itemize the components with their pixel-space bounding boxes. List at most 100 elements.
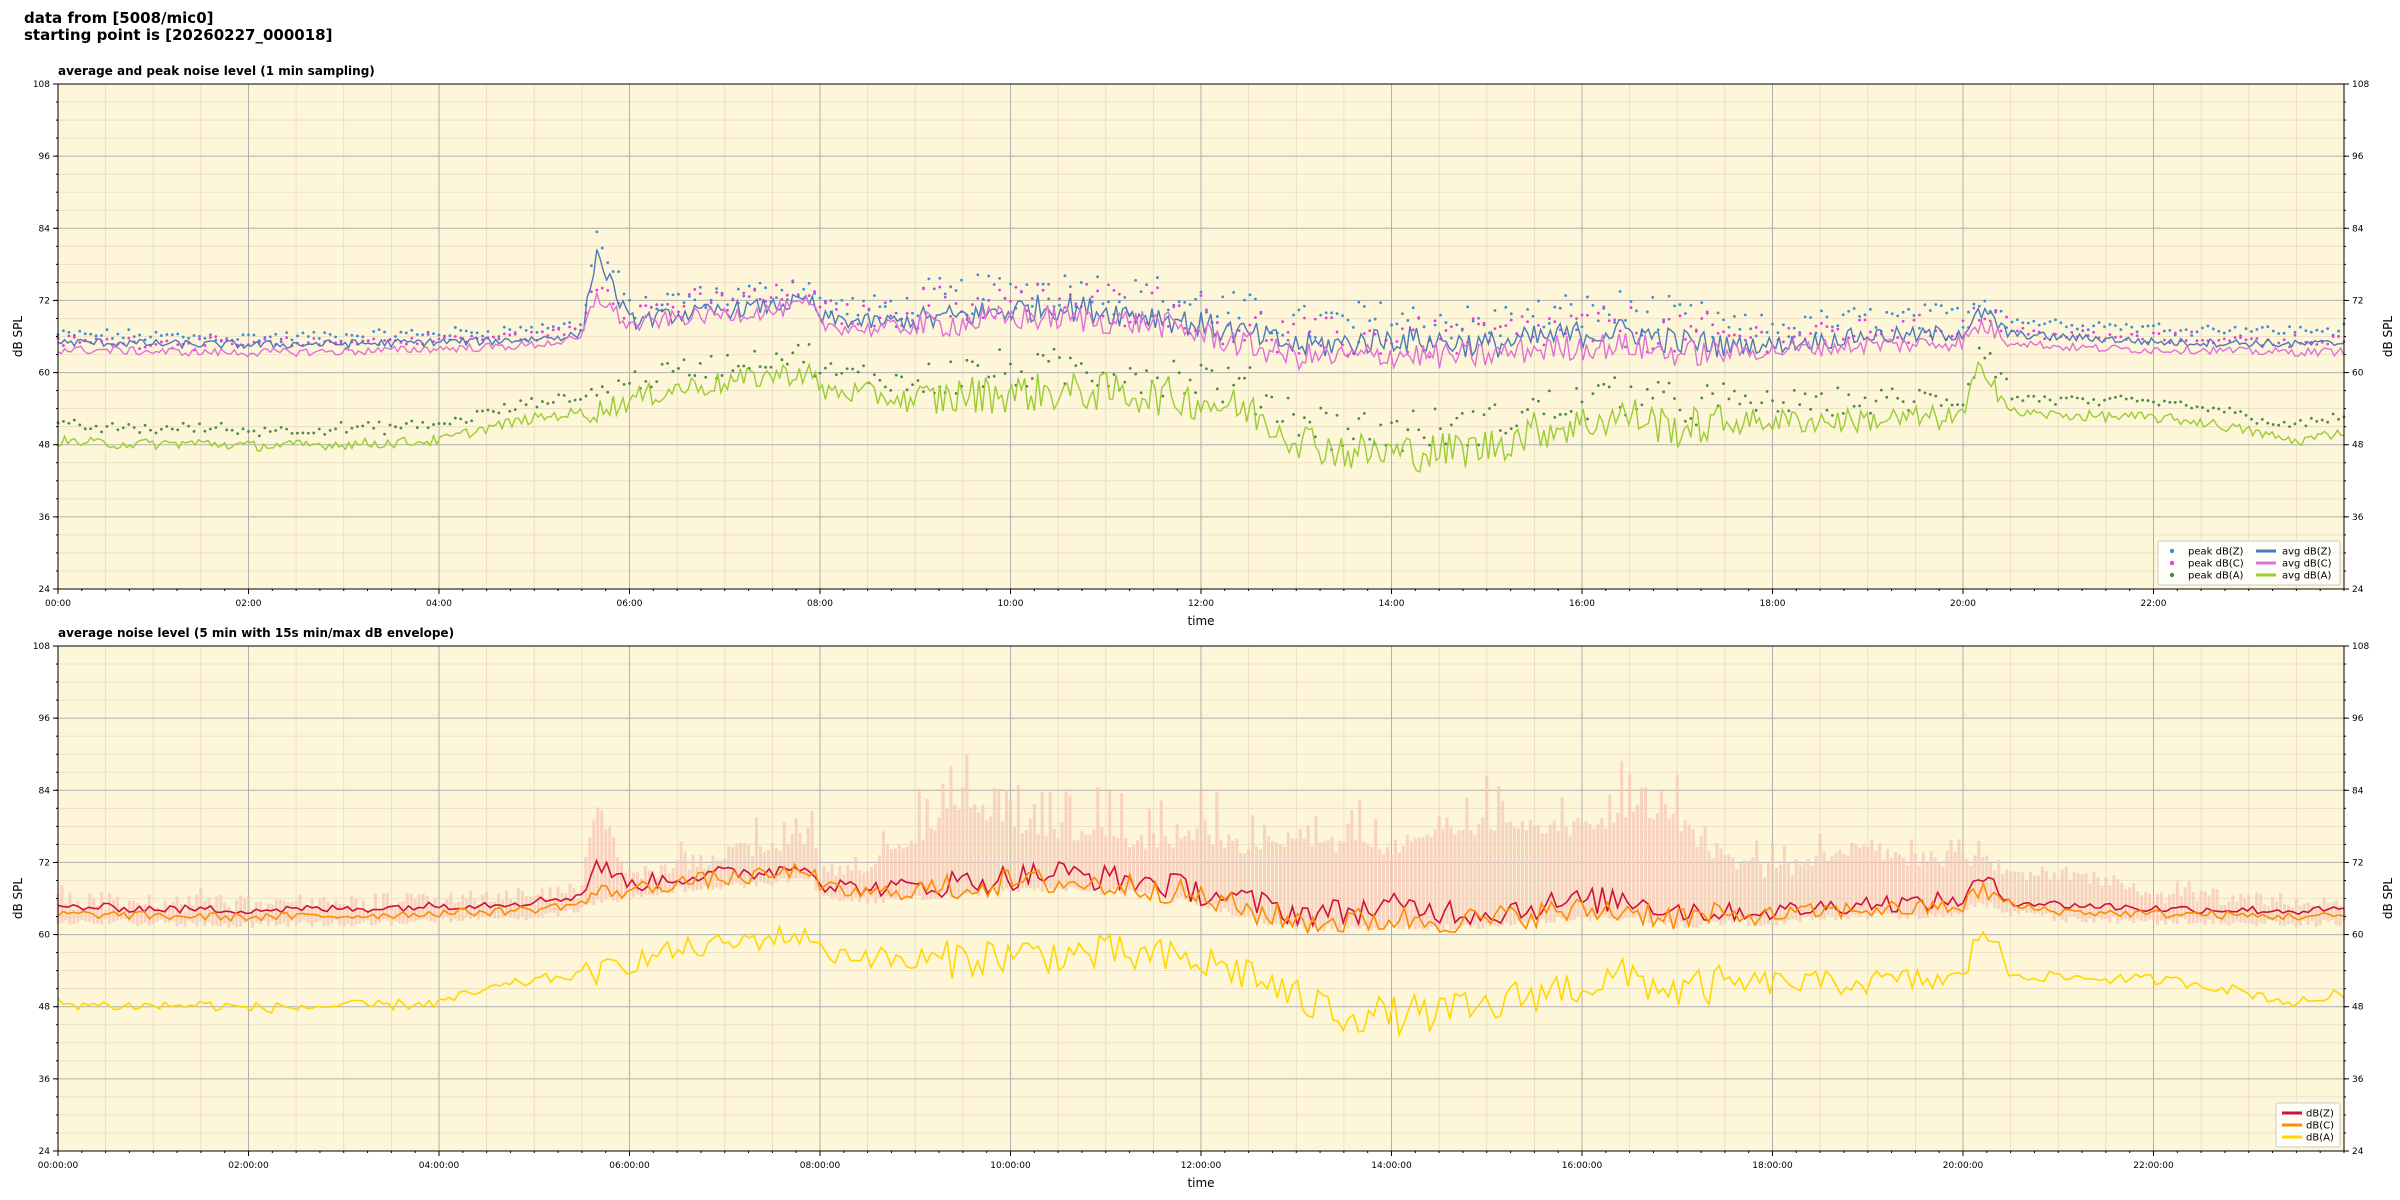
peak-point: [1967, 382, 1970, 386]
peak-point: [573, 327, 577, 331]
peak-point: [1537, 399, 1540, 403]
peak-point: [638, 304, 642, 308]
peak-point: [143, 338, 147, 342]
peak-point: [1667, 294, 1671, 298]
peak-point: [2141, 325, 2145, 328]
peak-point: [987, 375, 991, 379]
peak-point: [2304, 329, 2308, 333]
peak-point: [1863, 396, 1867, 400]
peak-point: [470, 331, 474, 334]
peak-point: [1858, 314, 1861, 318]
peak-point: [1537, 323, 1540, 327]
peak-point: [2304, 424, 2308, 428]
peak-point: [922, 287, 925, 291]
peak-point: [1776, 331, 1780, 335]
peak-point: [2282, 338, 2286, 342]
peak-point: [807, 343, 811, 346]
peak-point: [1722, 318, 1725, 322]
peak-point: [595, 288, 599, 292]
peak-point: [154, 342, 158, 346]
peak-point: [306, 335, 310, 338]
peak-point: [1684, 312, 1687, 315]
peak-point: [1591, 339, 1595, 343]
peak-point: [290, 431, 294, 435]
peak-point: [568, 400, 572, 403]
peak-point: [813, 292, 816, 295]
peak-point: [2337, 417, 2340, 421]
peak-point: [617, 379, 621, 383]
peak-point: [2239, 336, 2242, 340]
peak-point: [829, 299, 833, 302]
peak-point: [160, 334, 163, 338]
peak-point: [1733, 333, 1736, 337]
peak-point: [764, 286, 767, 290]
peak-point: [459, 328, 463, 332]
peak-point: [682, 358, 686, 362]
peak-point: [1477, 322, 1480, 326]
peak-point: [2141, 337, 2145, 341]
peak-point: [606, 261, 610, 265]
x-tick-label: 12:00:00: [1181, 1161, 1222, 1171]
peak-point: [2228, 406, 2232, 410]
peak-point: [176, 332, 180, 336]
peak-point: [1613, 376, 1617, 380]
peak-point: [1879, 388, 1883, 392]
peak-point: [2331, 412, 2335, 416]
peak-point: [1368, 329, 1372, 333]
peak-point: [2233, 336, 2237, 339]
peak-point: [628, 298, 631, 302]
peak-point: [2315, 328, 2319, 332]
peak-point: [1629, 300, 1633, 303]
peak-point: [1455, 416, 1459, 420]
peak-point: [1716, 311, 1720, 315]
peak-point: [1362, 332, 1366, 335]
peak-point: [1820, 392, 1823, 395]
peak-point: [149, 335, 152, 339]
peak-point: [1580, 313, 1584, 317]
peak-point: [1237, 329, 1241, 332]
peak-point: [802, 287, 806, 291]
peak-point: [1999, 309, 2003, 313]
peak-point: [1537, 299, 1540, 303]
peak-point: [1662, 318, 1666, 322]
peak-point: [1841, 337, 1845, 341]
peak-point: [203, 336, 207, 340]
peak-point: [1248, 366, 1252, 369]
peak-point: [600, 286, 604, 290]
peak-point: [453, 326, 457, 329]
peak-point: [2146, 399, 2150, 402]
peak-point: [165, 424, 169, 428]
peak-point: [209, 336, 212, 339]
peak-point: [2092, 330, 2096, 334]
peak-point: [1400, 312, 1404, 316]
peak-point: [1493, 403, 1497, 407]
peak-point: [747, 295, 751, 299]
peak-point: [519, 325, 523, 329]
peak-point: [2108, 323, 2112, 326]
peak-point: [976, 296, 980, 300]
peak-point: [1673, 349, 1676, 353]
peak-point: [187, 424, 191, 428]
peak-point: [2021, 326, 2025, 330]
peak-point: [1961, 319, 1965, 323]
chart-title: average and peak noise level (1 min samp…: [58, 64, 375, 78]
peak-point: [1863, 318, 1867, 322]
peak-point: [1221, 400, 1225, 404]
peak-point: [508, 409, 512, 413]
peak-point: [1977, 304, 1981, 308]
peak-point: [1270, 338, 1274, 342]
peak-point: [1368, 319, 1372, 323]
peak-point: [486, 330, 490, 333]
y-tick-label-right: 24: [2352, 585, 2364, 595]
peak-point: [1618, 290, 1622, 293]
peak-point: [361, 335, 365, 339]
peak-point: [448, 334, 452, 338]
y-tick-label-right: 72: [2352, 296, 2363, 306]
peak-point: [2211, 327, 2215, 331]
peak-point: [1096, 275, 1099, 279]
peak-point: [1373, 332, 1377, 336]
peak-point: [677, 310, 680, 314]
peak-point: [1406, 319, 1410, 322]
peak-point: [807, 281, 811, 285]
peak-point: [502, 332, 506, 336]
